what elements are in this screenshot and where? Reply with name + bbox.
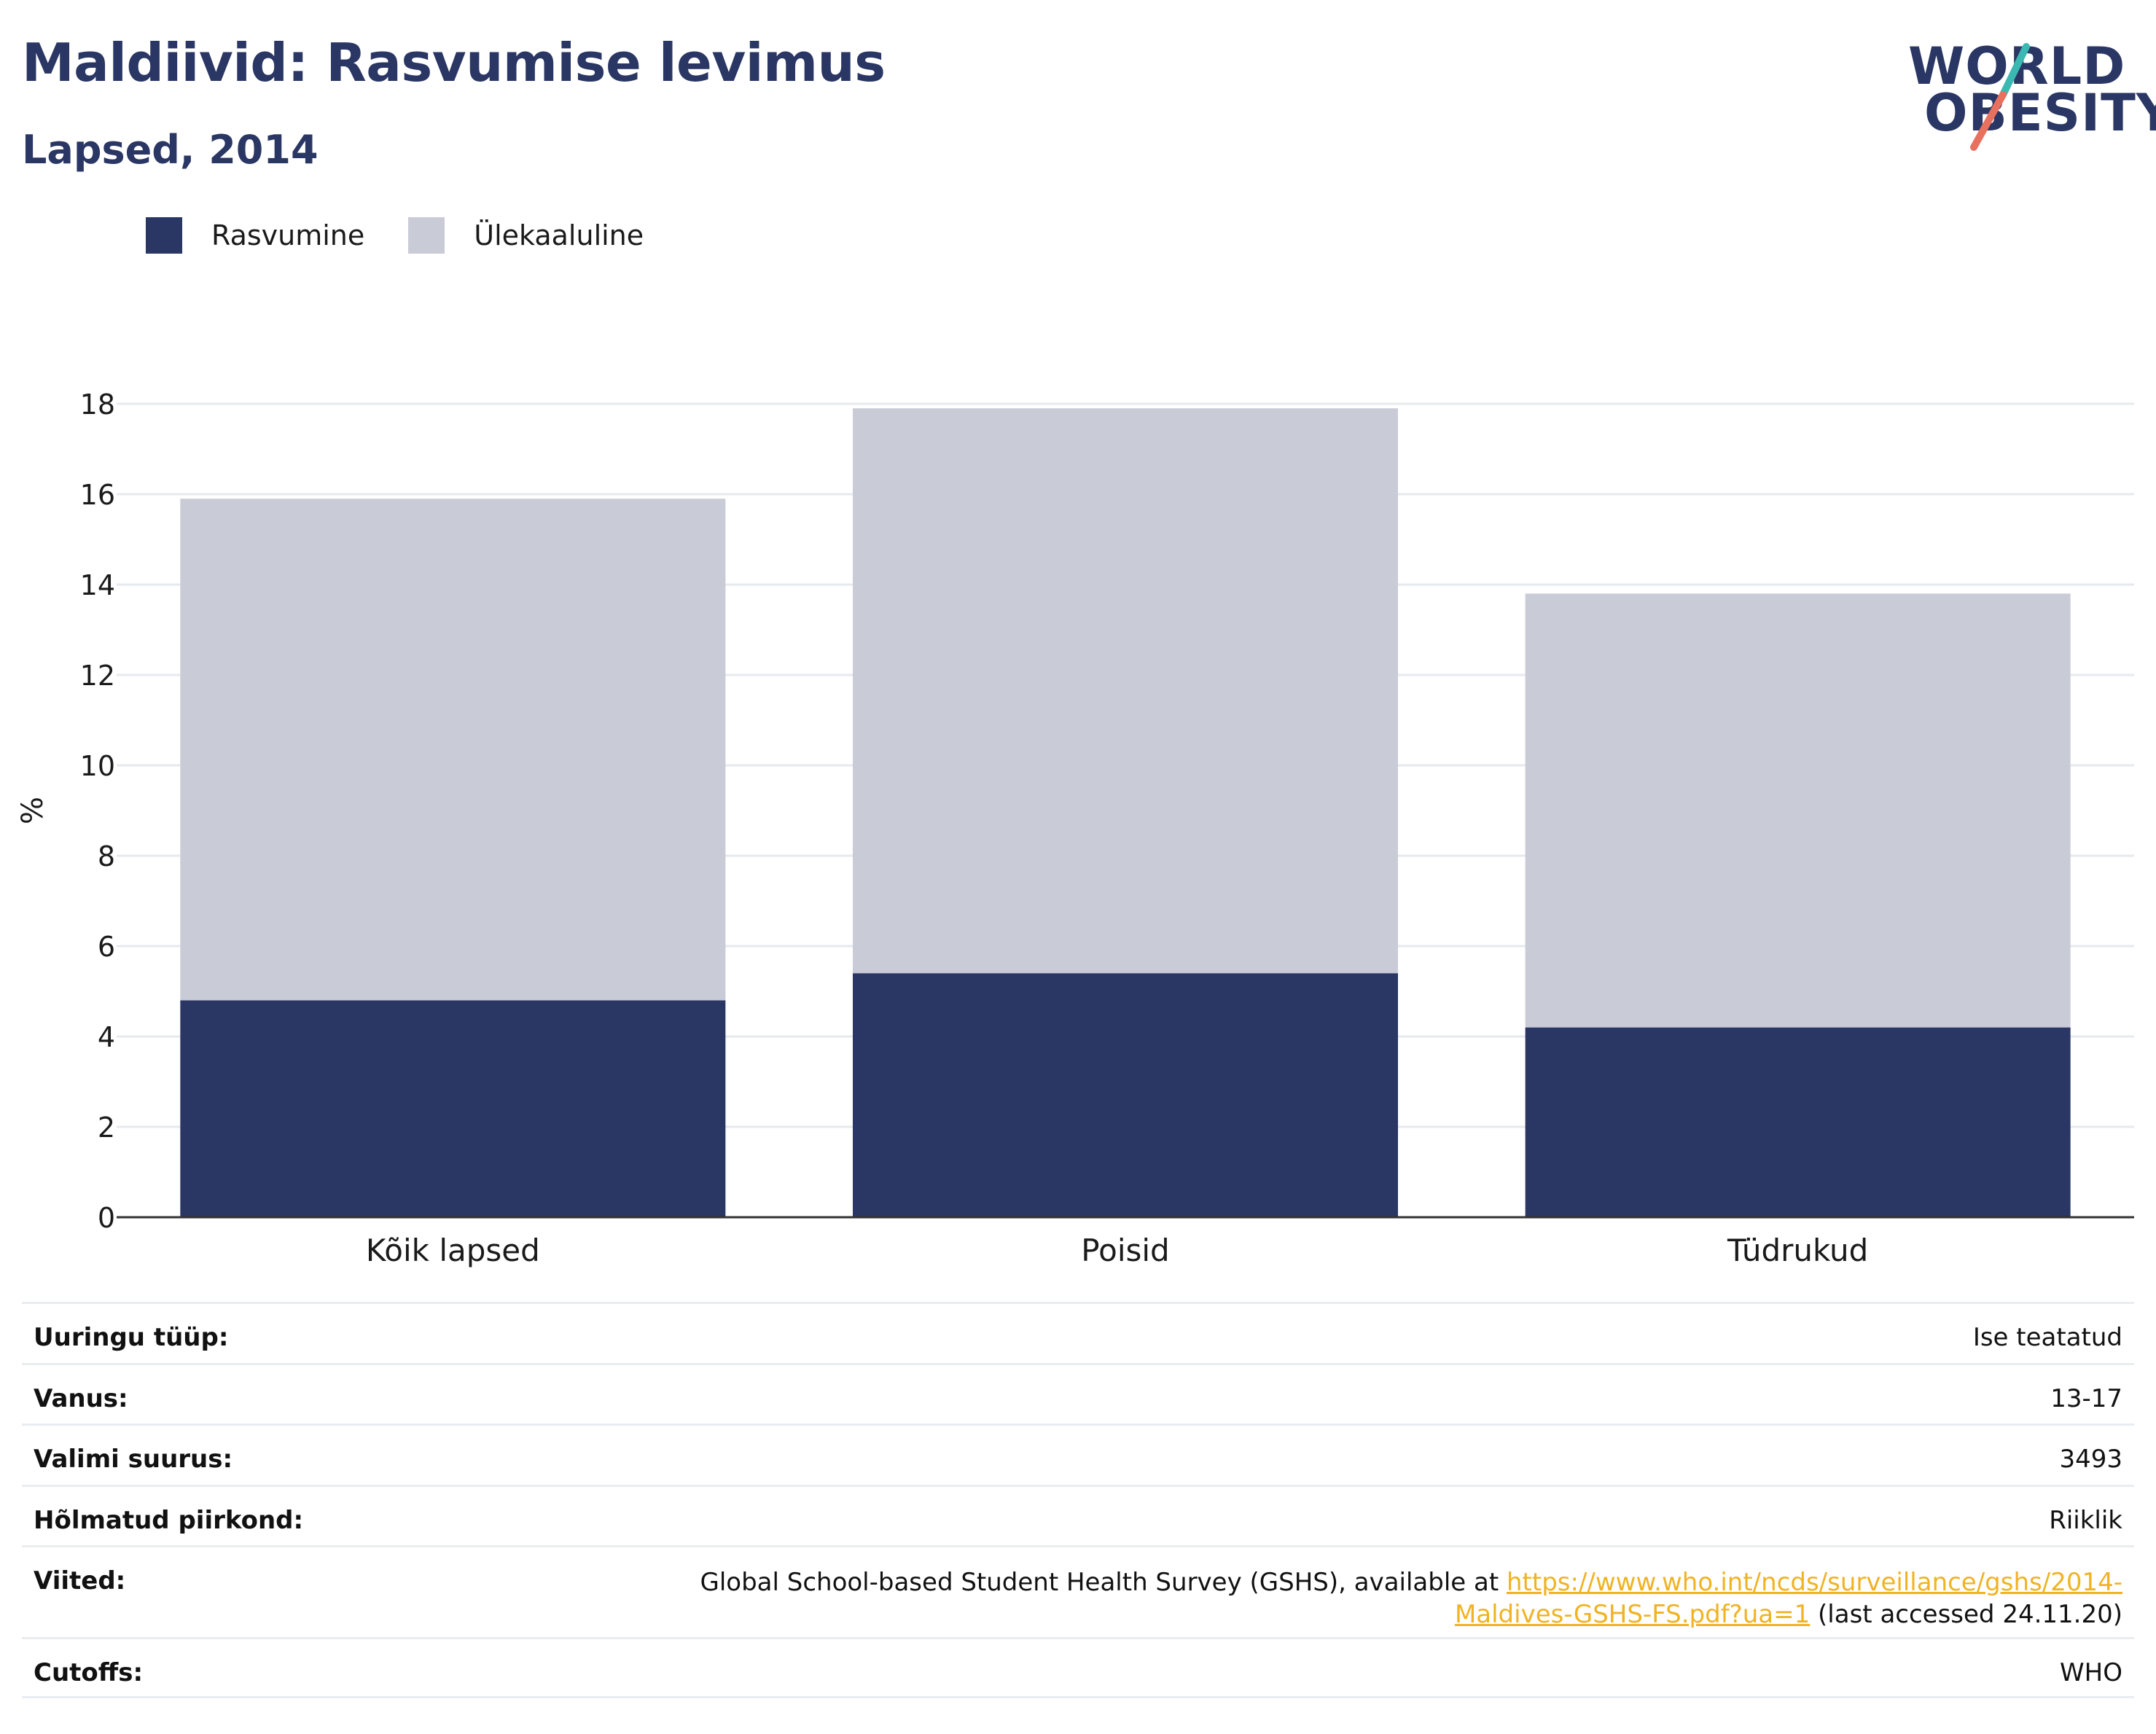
chart-title: Maldiivid: Rasvumise levimus [22, 32, 886, 93]
info-row-survey-type: Uuringu tüüp: Ise teatatud [22, 1302, 2134, 1363]
bar-rasvumine-0[interactable] [180, 1000, 726, 1217]
info-row-coverage: Hõlmatud piirkond: Riiklik [22, 1485, 2134, 1545]
bars [180, 408, 2071, 1217]
x-axis-labels: Kõik lapsed Poisid Tüdrukud [366, 1233, 1868, 1268]
legend-label-rasvumine: Rasvumine [211, 219, 365, 251]
info-label-sample-size: Valimi suurus: [34, 1445, 233, 1474]
info-value-survey-type: Ise teatatud [1972, 1323, 2122, 1352]
legend-swatch-ulekaaluline [408, 217, 445, 254]
y-tick-label: 0 [98, 1202, 115, 1234]
bar-ulekaaluline-2[interactable] [1525, 593, 2071, 1028]
y-axis-ticks: 0 2 4 6 8 10 12 14 16 18 [80, 388, 115, 1234]
x-tick-label: Tüdrukud [1727, 1233, 1868, 1268]
survey-info-table: Uuringu tüüp: Ise teatatud Vanus: 13-17 … [22, 1302, 2134, 1698]
info-value-references: Global School-based Student Health Surve… [592, 1566, 2122, 1630]
y-tick-label: 8 [98, 840, 115, 872]
info-value-age: 13-17 [2050, 1384, 2122, 1413]
info-label-coverage: Hõlmatud piirkond: [34, 1506, 304, 1535]
bar-rasvumine-1[interactable] [853, 973, 1398, 1217]
info-label-references: Viited: [34, 1566, 126, 1596]
x-tick-label: Poisid [1081, 1233, 1169, 1268]
info-row-cutoffs: Cutoffs: WHO [22, 1637, 2134, 1698]
info-row-references: Viited: Global School-based Student Heal… [22, 1545, 2134, 1637]
y-tick-label: 12 [80, 660, 115, 692]
info-label-cutoffs: Cutoffs: [34, 1658, 144, 1687]
bar-rasvumine-2[interactable] [1525, 1027, 2071, 1217]
legend-item-rasvumine[interactable]: Rasvumine [146, 217, 364, 254]
info-value-coverage: Riiklik [2049, 1506, 2122, 1535]
chart-subtitle: Lapsed, 2014 [22, 127, 319, 173]
y-tick-label: 18 [80, 388, 115, 421]
legend-swatch-rasvumine [146, 217, 182, 254]
world-obesity-logo: WORLD OBESITY [1902, 22, 2156, 153]
info-row-age: Vanus: 13-17 [22, 1363, 2134, 1423]
legend-item-ulekaaluline[interactable]: Ülekaaluline [408, 217, 644, 254]
logo-slash-icon [1970, 43, 2030, 151]
info-row-sample-size: Valimi suurus: 3493 [22, 1423, 2134, 1485]
info-value-cutoffs: WHO [2060, 1658, 2122, 1687]
y-tick-label: 14 [80, 569, 115, 601]
y-tick-label: 6 [98, 931, 115, 963]
stacked-bar-chart: 0 2 4 6 8 10 12 14 16 18 Kõik lapsed Poisid Tüdruku… [16, 388, 2134, 1268]
info-label-age: Vanus: [34, 1384, 128, 1413]
reference-link[interactable]: https://www.who.int/ncds/surveillance/gs… [1454, 1568, 2122, 1629]
info-value-sample-size: 3493 [2059, 1445, 2122, 1474]
chart-legend: Rasvumine Ülekaaluline [146, 217, 687, 254]
y-tick-label: 4 [98, 1021, 115, 1053]
x-tick-label: Kõik lapsed [366, 1233, 540, 1268]
reference-accessed-text: (last accessed 24.11.20) [1810, 1600, 2122, 1629]
bar-ulekaaluline-1[interactable] [853, 408, 1398, 974]
logo-word-obesity: OBESITY [1924, 83, 2156, 143]
info-label-survey-type: Uuringu tüüp: [34, 1323, 229, 1352]
y-tick-label: 10 [80, 750, 115, 782]
bar-ulekaaluline-0[interactable] [180, 499, 726, 1001]
y-tick-label: 16 [80, 479, 115, 511]
reference-text: Global School-based Student Health Surve… [700, 1568, 1507, 1597]
legend-label-ulekaaluline: Ülekaaluline [474, 219, 644, 251]
y-axis-label: % [16, 797, 50, 824]
y-tick-label: 2 [98, 1112, 115, 1144]
